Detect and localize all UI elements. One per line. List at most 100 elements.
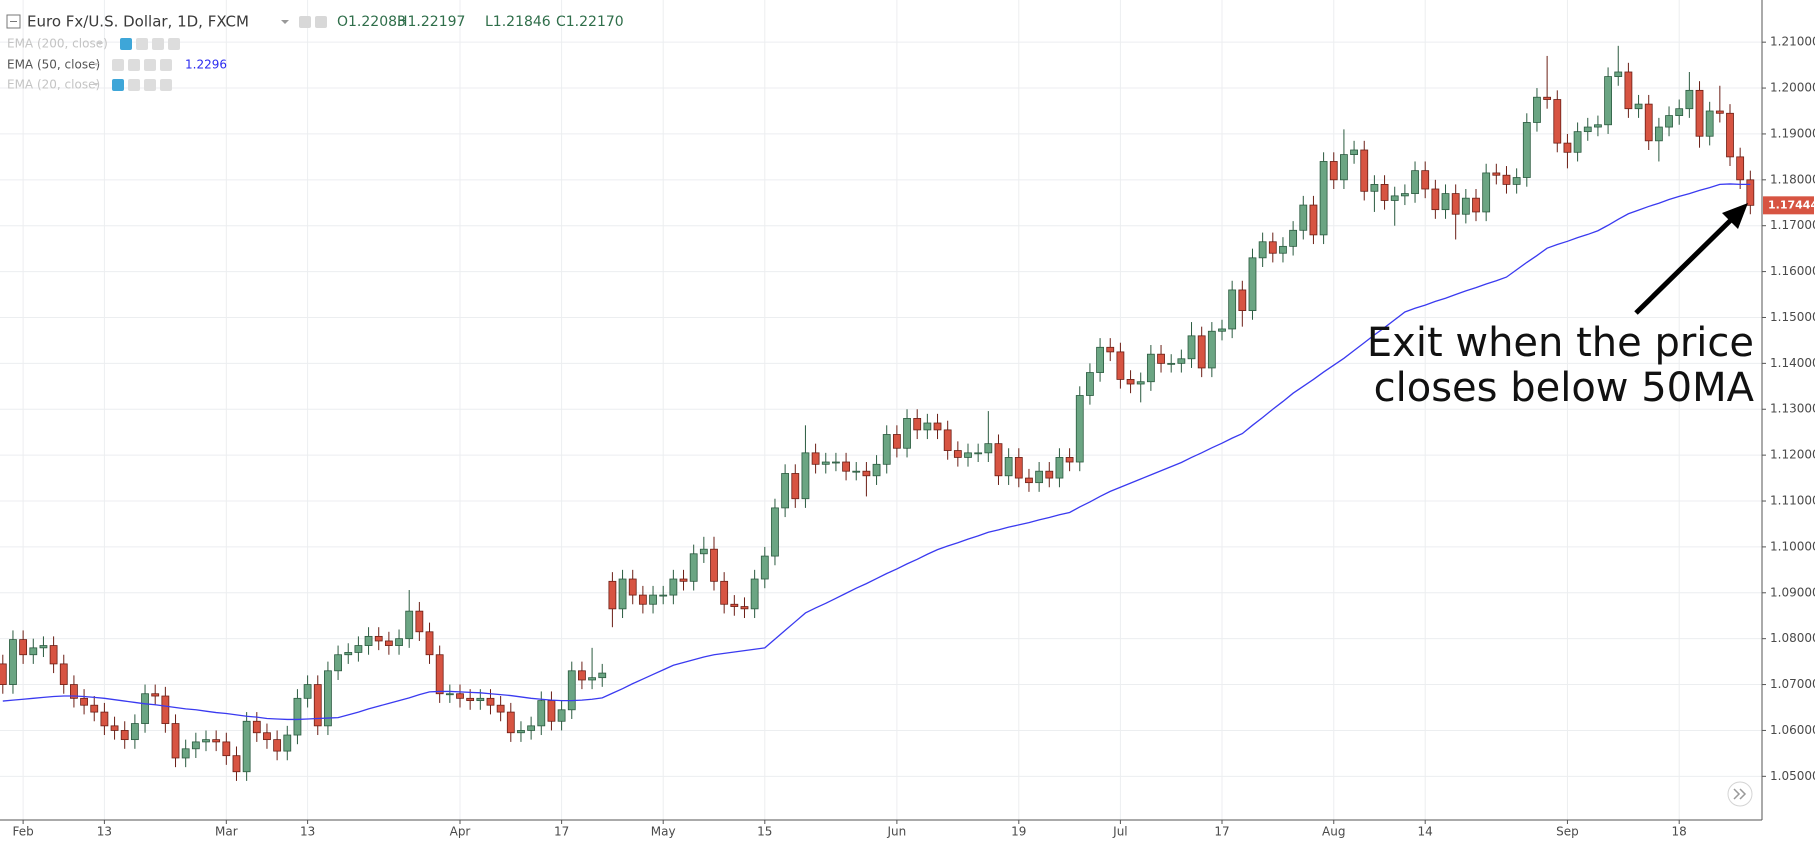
candle-body <box>1004 457 1013 477</box>
candle-body <box>354 645 363 653</box>
candle-body <box>151 693 160 697</box>
candle-body <box>892 434 901 449</box>
candle-body <box>842 461 850 472</box>
marks-layer <box>0 45 1755 781</box>
candle-body <box>1604 76 1612 126</box>
indicator-visibility-icon[interactable] <box>120 38 132 50</box>
indicator-settings-icon[interactable] <box>136 38 148 50</box>
settings-icon[interactable] <box>315 16 327 28</box>
candle-body <box>202 739 210 743</box>
candle-body <box>517 730 525 734</box>
indicator-visibility-icon[interactable] <box>112 59 124 71</box>
candle-body <box>791 473 800 500</box>
candle-body <box>720 580 729 605</box>
indicator-label: EMA (20, close) <box>7 78 100 92</box>
candle-body <box>760 555 769 580</box>
candle-body <box>689 553 698 582</box>
candle-body <box>1685 89 1694 110</box>
open-value: O1.22083 <box>337 14 406 30</box>
candle-body <box>445 693 454 696</box>
candle-body <box>1360 149 1369 192</box>
candle-body <box>242 720 251 773</box>
close-value: C1.22170 <box>556 14 624 30</box>
candle-body <box>1055 457 1064 479</box>
candle-body <box>1522 122 1531 178</box>
candle-body <box>1268 241 1277 254</box>
candle-body <box>1665 115 1673 128</box>
candle-body <box>1106 346 1115 353</box>
candle-body <box>994 443 1003 477</box>
candle-body <box>659 594 668 597</box>
candle-body <box>1167 362 1176 365</box>
candle-body <box>181 748 190 759</box>
candle-body <box>588 677 596 681</box>
symbol-menu-caret[interactable] <box>281 20 289 24</box>
candle-body <box>1258 241 1267 259</box>
candle-body <box>1421 170 1430 190</box>
candle-body <box>1177 358 1186 364</box>
candle-body <box>567 670 576 711</box>
x-tick-label: Apr <box>450 825 471 839</box>
indicator-add-icon[interactable] <box>144 59 156 71</box>
candle-body <box>9 639 17 685</box>
candle-body <box>771 507 779 557</box>
indicator-settings-icon[interactable] <box>128 79 140 91</box>
candle-body <box>679 578 688 582</box>
candle-body <box>1441 193 1450 211</box>
indicator-caret[interactable] <box>93 63 99 66</box>
annotation-arrow-shaft <box>1634 214 1737 315</box>
indicator-caret[interactable] <box>97 42 103 45</box>
last-price-label: 1.17444 <box>1768 198 1815 211</box>
indicator-remove-icon[interactable] <box>160 59 172 71</box>
candle-body <box>801 452 810 500</box>
candle-body <box>1096 346 1104 373</box>
candle-body <box>527 725 536 731</box>
candle-body <box>1116 351 1125 380</box>
candle-body <box>1431 188 1440 211</box>
indicator-settings-icon[interactable] <box>128 59 140 71</box>
annotation-arrow-head <box>1722 203 1748 229</box>
candle-body <box>730 603 739 607</box>
y-tick-label: 1.10000 <box>1770 539 1815 553</box>
candle-body <box>781 473 790 509</box>
candle-body <box>293 697 302 736</box>
y-tick-label: 1.16000 <box>1770 264 1815 278</box>
candle-body <box>466 697 475 702</box>
candle-body <box>1654 126 1663 142</box>
candle-body <box>456 693 464 699</box>
candle-body <box>1736 156 1745 181</box>
candle-body <box>557 709 566 722</box>
candle-body <box>872 463 881 477</box>
candle-body <box>821 461 830 465</box>
grid-layer <box>0 0 1762 820</box>
indicator-visibility-icon[interactable] <box>112 79 124 91</box>
candle-body <box>90 704 99 713</box>
candle-body <box>943 429 952 451</box>
indicator-add-icon[interactable] <box>152 38 164 50</box>
candle-body <box>903 418 911 449</box>
candle-body <box>334 654 342 672</box>
candle-body <box>19 639 28 656</box>
candle-body <box>1502 174 1511 185</box>
indicator-add-icon[interactable] <box>144 79 156 91</box>
candle-body <box>161 695 170 724</box>
candle-body <box>1512 177 1521 185</box>
x-tick-label: 17 <box>554 825 569 839</box>
indicator-caret[interactable] <box>93 83 99 86</box>
candle-body <box>1492 172 1501 176</box>
indicator-remove-icon[interactable] <box>168 38 180 50</box>
candle-body <box>964 452 972 458</box>
x-tick-label: 19 <box>1011 825 1026 839</box>
x-tick-label: Aug <box>1322 825 1345 839</box>
indicator-remove-icon[interactable] <box>160 79 172 91</box>
candle-body <box>699 548 708 555</box>
collapse-icon[interactable] <box>6 14 21 29</box>
candle-body <box>750 578 759 610</box>
visibility-icon[interactable] <box>299 16 311 28</box>
candle-body <box>1299 204 1308 231</box>
low-value: L1.21846 <box>485 14 551 30</box>
y-tick-label: 1.19000 <box>1770 126 1815 140</box>
candle-body <box>252 720 261 734</box>
y-tick-label: 1.07000 <box>1770 677 1815 691</box>
